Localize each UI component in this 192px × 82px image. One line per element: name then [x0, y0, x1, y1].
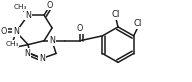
Text: CH₃: CH₃ [5, 41, 19, 47]
Text: N: N [13, 27, 19, 36]
Text: O: O [47, 1, 53, 10]
Text: N: N [24, 49, 30, 58]
Text: Cl: Cl [133, 19, 142, 28]
Text: N: N [39, 54, 45, 63]
Text: O: O [77, 24, 83, 33]
Text: N: N [49, 36, 55, 45]
Text: Cl: Cl [112, 10, 120, 19]
Text: O: O [1, 27, 7, 36]
Text: N: N [25, 11, 31, 20]
Text: CH₃: CH₃ [13, 4, 27, 10]
